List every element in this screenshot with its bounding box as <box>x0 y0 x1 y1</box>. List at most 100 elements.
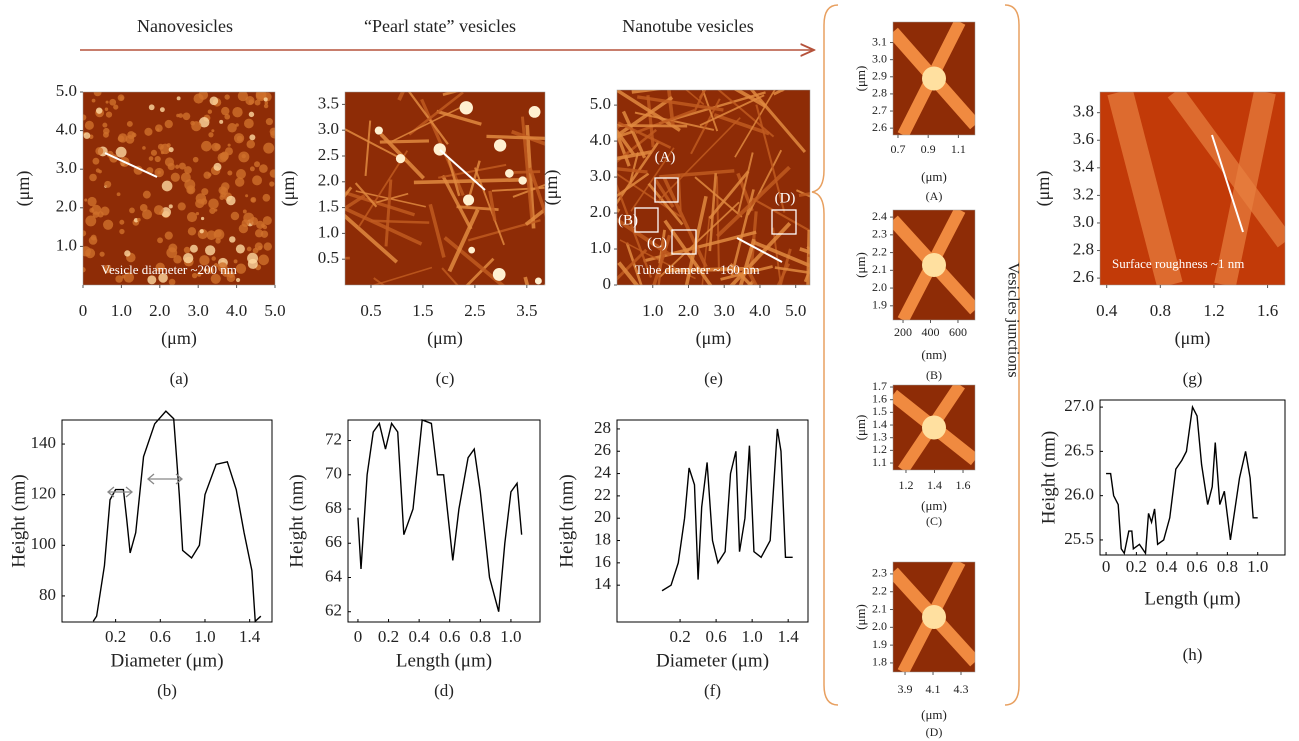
fiber <box>772 227 782 285</box>
y-axis-label: (μm) <box>13 171 34 207</box>
x-tick-label: 1.0 <box>111 301 132 320</box>
x-tick-label: 1.6 <box>1257 301 1278 320</box>
y-tick-label: 1.1 <box>872 455 887 469</box>
y-tick-label: 3.1 <box>872 34 887 48</box>
image-frame <box>892 561 976 673</box>
x-tick-label: 3.5 <box>516 301 537 320</box>
grain <box>203 268 207 272</box>
y-tick-label: 66 <box>325 532 342 551</box>
fiber <box>617 150 652 161</box>
pearl <box>395 153 406 164</box>
fiber <box>528 167 545 218</box>
grain <box>103 264 112 274</box>
grain <box>105 111 113 118</box>
data-line <box>92 410 262 623</box>
tube <box>1167 92 1285 248</box>
panel-caption: (A) <box>926 189 943 203</box>
grain <box>95 107 103 114</box>
grain <box>254 229 264 238</box>
y-tick-label: 2.6 <box>1073 267 1094 286</box>
x-tick-label: 1.6 <box>956 478 971 492</box>
grain <box>85 215 97 227</box>
afm-image <box>893 562 975 672</box>
x-axis-label: Length (μm) <box>1144 588 1240 609</box>
x-tick-label: 0 <box>1102 557 1111 576</box>
x-tick-label: 400 <box>921 325 939 339</box>
grain <box>191 121 202 132</box>
grain <box>121 274 126 279</box>
fiber <box>364 120 372 177</box>
grain <box>265 118 273 126</box>
pearl <box>374 126 383 135</box>
grain <box>126 120 133 127</box>
grain <box>157 237 164 244</box>
y-axis-label: (μm) <box>1033 171 1054 207</box>
junction <box>922 253 946 277</box>
x-axis-label: (μm) <box>161 328 197 349</box>
fiber <box>737 152 754 213</box>
fiber <box>662 177 708 268</box>
arrow-head <box>106 486 134 498</box>
side-label: Vesicles junctions <box>1004 262 1021 377</box>
grain <box>148 156 154 161</box>
plot-frame <box>1099 399 1286 556</box>
grain <box>248 99 254 105</box>
y-tick-label: 3.0 <box>1073 212 1094 231</box>
fiber <box>715 176 720 271</box>
region-box <box>671 229 697 255</box>
x-tick-label: 4.3 <box>954 682 969 696</box>
image-frame <box>344 91 546 286</box>
grain <box>224 113 231 120</box>
afm-image <box>345 92 545 285</box>
fiber <box>617 124 688 128</box>
fiber <box>617 248 648 281</box>
arrow-head <box>146 473 184 485</box>
panel-caption: (C) <box>926 514 942 528</box>
grain <box>254 161 261 168</box>
grain <box>237 92 249 102</box>
grain <box>232 107 243 118</box>
grain <box>269 127 275 136</box>
grain <box>200 198 208 205</box>
x-axis-label: (μm) <box>921 169 947 184</box>
grain <box>201 140 212 152</box>
fiber <box>734 90 776 158</box>
y-tick-label: 140 <box>31 433 57 452</box>
image-bg <box>345 92 545 285</box>
grain <box>261 223 266 228</box>
afm-image <box>893 385 975 470</box>
grain <box>175 164 180 169</box>
x-tick-label: 0.4 <box>1156 557 1178 576</box>
fiber <box>438 163 507 179</box>
grain <box>196 272 202 277</box>
image-frame <box>892 21 976 136</box>
y-tick-label: 2.0 <box>590 202 611 221</box>
grain <box>236 169 246 179</box>
grain <box>199 117 210 128</box>
y-tick-label: 2.3 <box>872 227 887 241</box>
grain <box>249 216 259 226</box>
grain <box>184 166 192 174</box>
fiber <box>619 239 696 280</box>
fiber <box>659 169 735 179</box>
fiber <box>717 90 775 138</box>
grain <box>229 236 236 243</box>
fiber <box>778 248 792 285</box>
fiber <box>733 90 767 108</box>
y-tick-label: 80 <box>39 585 56 604</box>
fiber <box>713 113 770 136</box>
panel-caption: (B) <box>926 368 942 382</box>
grain <box>84 198 88 202</box>
grain <box>183 246 191 254</box>
pearl <box>528 106 541 118</box>
fiber <box>617 217 672 257</box>
panel-caption: (d) <box>434 681 454 700</box>
y-axis-label: Height (nm) <box>286 474 307 567</box>
grain <box>158 273 168 283</box>
x-tick-label: 0.6 <box>439 627 460 646</box>
grain <box>264 101 269 105</box>
grain <box>164 157 175 167</box>
grain <box>205 245 216 256</box>
y-axis-label: (μm) <box>853 252 868 278</box>
grain <box>269 181 275 187</box>
